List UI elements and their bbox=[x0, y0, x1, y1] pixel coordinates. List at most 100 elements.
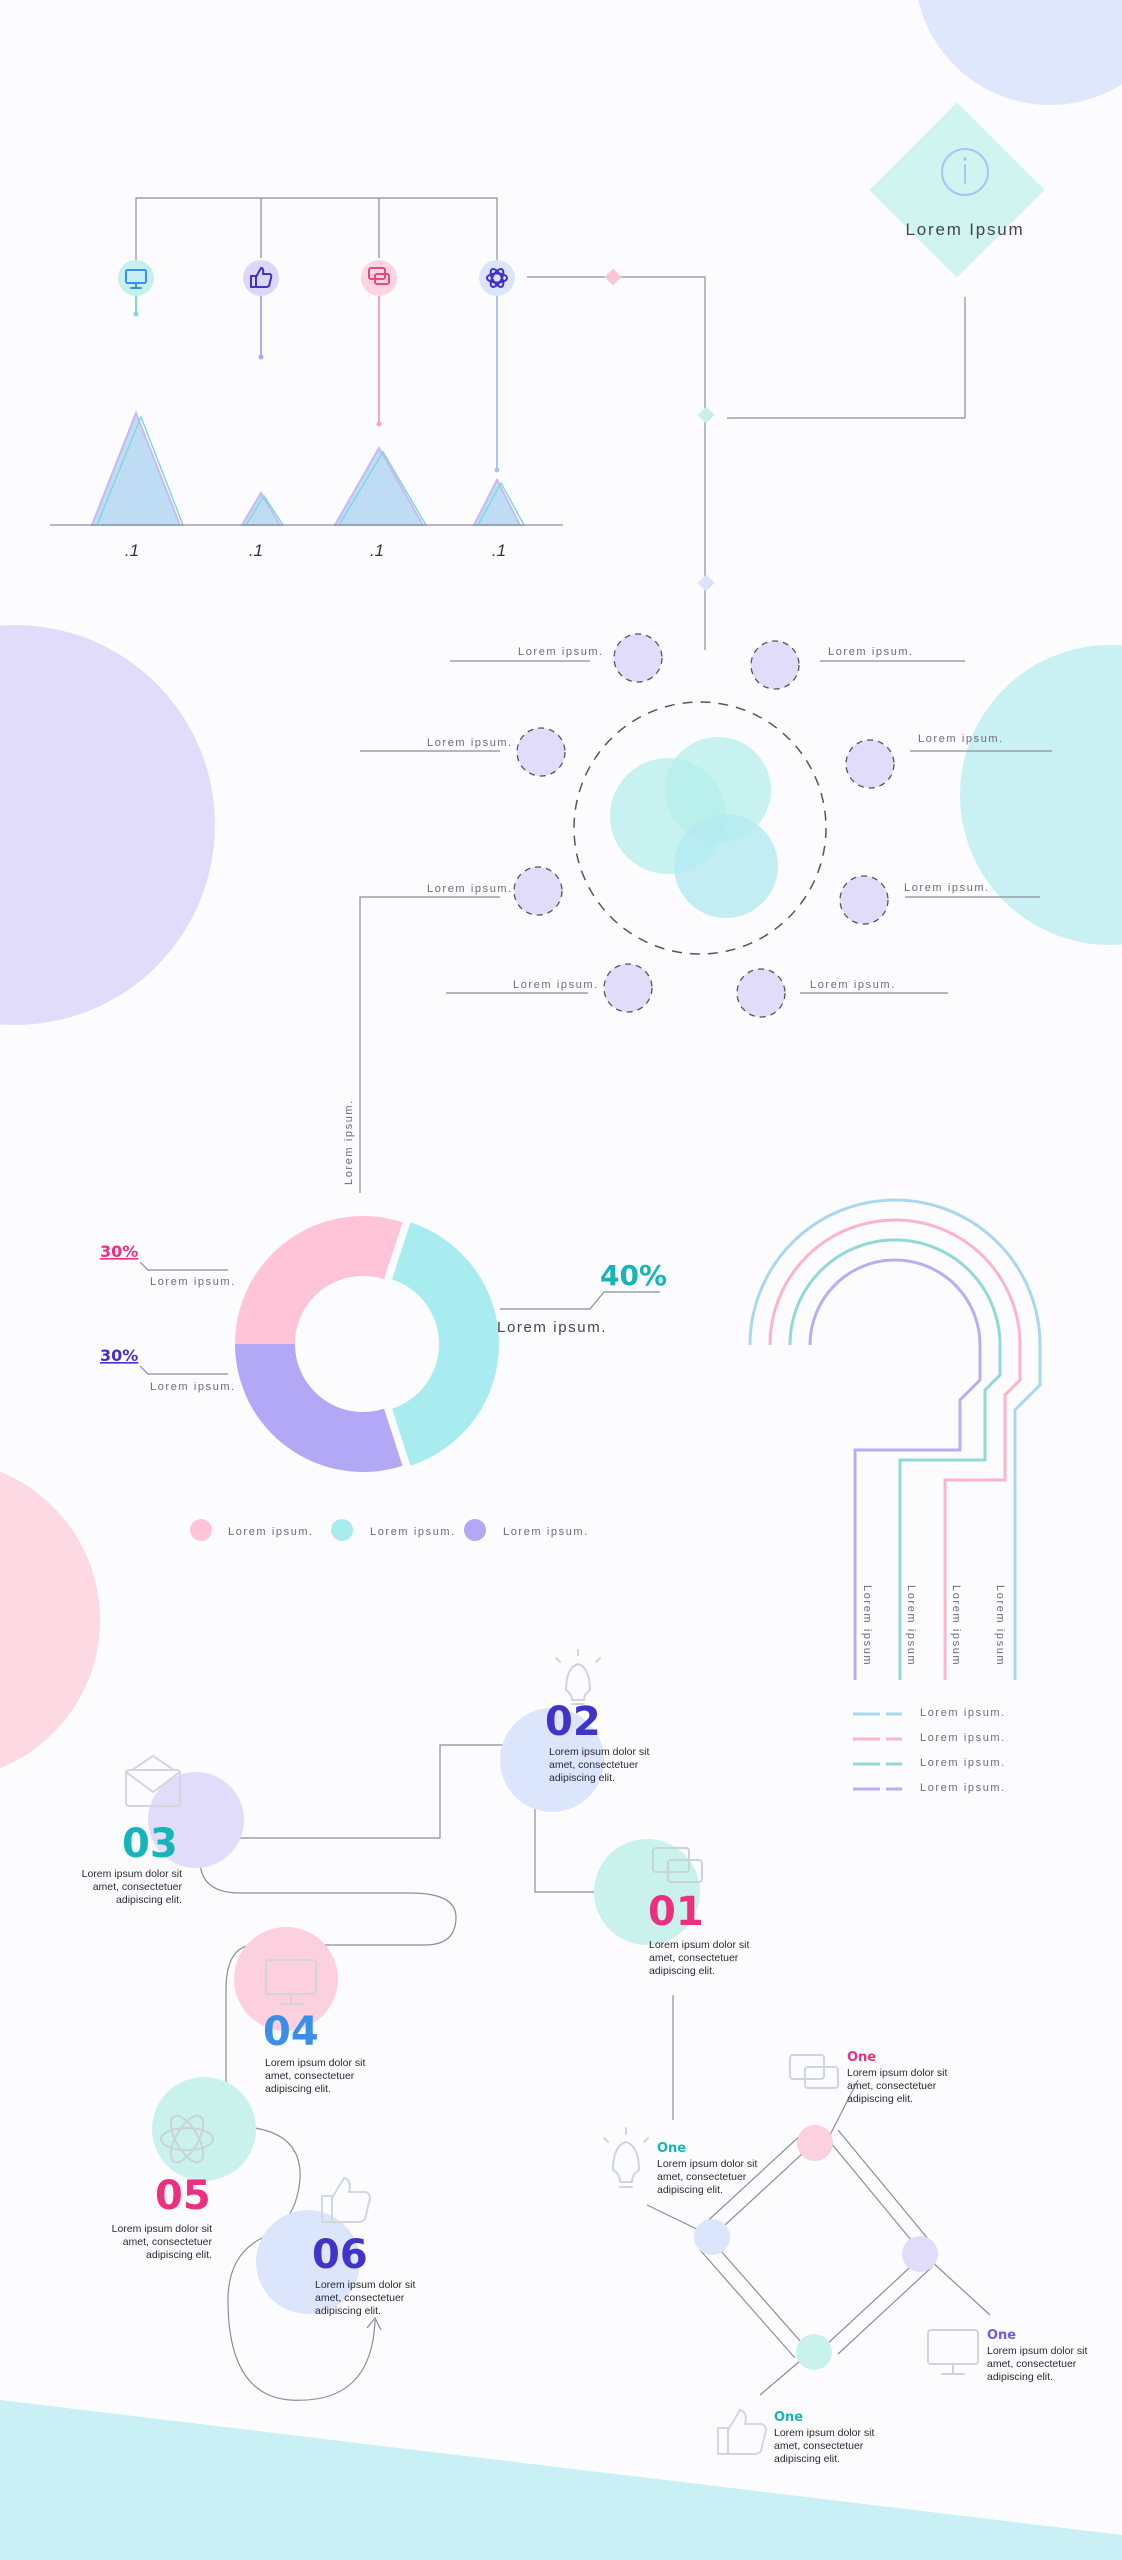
item-text: amet, consectetuer bbox=[847, 2080, 937, 2092]
step-text: amet, consectetuer bbox=[649, 1952, 739, 1964]
item-text: adipiscing elit. bbox=[774, 2453, 840, 2465]
tick-label: .1 bbox=[492, 541, 506, 560]
bg-band-teal bbox=[0, 2400, 1122, 2560]
ring-node bbox=[845, 739, 895, 789]
step-text: amet, consectetuer bbox=[315, 2292, 405, 2304]
diamond-node bbox=[797, 2125, 833, 2161]
step-bubble bbox=[594, 1839, 700, 1945]
vertical-label: Lorem ipsum. bbox=[343, 1099, 355, 1185]
atom-icon bbox=[160, 2114, 214, 2164]
info-diamond-title: Lorem Ipsum bbox=[905, 220, 1024, 239]
item-title: One bbox=[987, 2328, 1016, 2343]
connector-line bbox=[727, 297, 966, 419]
donut-slice-label: Lorem ipsum. bbox=[150, 1381, 236, 1393]
donut-slice-label: Lorem ipsum. bbox=[150, 1276, 236, 1288]
item-text: adipiscing elit. bbox=[987, 2371, 1053, 2383]
arch-teal bbox=[788, 1238, 1002, 1680]
step-bubble bbox=[256, 2210, 360, 2314]
step-text: adipiscing elit. bbox=[265, 2083, 331, 2095]
ring-node bbox=[613, 633, 663, 683]
process-path bbox=[160, 1744, 620, 1893]
connector-node-teal bbox=[697, 406, 715, 424]
item-text: adipiscing elit. bbox=[657, 2184, 723, 2196]
ring-label: Lorem ipsum. bbox=[828, 646, 914, 658]
arch-pink bbox=[768, 1218, 1022, 1680]
ring-label: Lorem ipsum. bbox=[810, 979, 896, 991]
diamond-node bbox=[694, 2219, 730, 2255]
ring-node bbox=[516, 727, 566, 777]
atom-icon bbox=[479, 260, 515, 296]
legend-swatch bbox=[331, 1519, 353, 1541]
thumbs-up-icon bbox=[321, 2177, 371, 2223]
tick-label: .1 bbox=[370, 541, 384, 560]
item-text: Lorem ipsum dolor sit bbox=[987, 2345, 1087, 2357]
tick-label: .1 bbox=[125, 541, 139, 560]
legend-label: Lorem ipsum. bbox=[920, 1757, 1006, 1769]
item-title: One bbox=[657, 2141, 686, 2156]
ring-dashed-circle bbox=[573, 701, 827, 955]
step-text: adipiscing elit. bbox=[649, 1965, 715, 1977]
step-text: Lorem ipsum dolor sit bbox=[649, 1939, 749, 1951]
ring-label: Lorem ipsum. bbox=[904, 882, 990, 894]
ring-node bbox=[750, 640, 800, 690]
donut-slice-label: Lorem ipsum. bbox=[497, 1319, 607, 1336]
diamond-network: One Lorem ipsum dolor sit amet, consecte… bbox=[603, 1995, 1087, 2465]
legend-label: Lorem ipsum. bbox=[503, 1526, 589, 1538]
item-text: amet, consectetuer bbox=[987, 2358, 1077, 2370]
item-text: Lorem ipsum dolor sit bbox=[774, 2427, 874, 2439]
ring-label: Lorem ipsum. bbox=[427, 737, 513, 749]
donut-slice bbox=[392, 1222, 499, 1466]
item-title: One bbox=[774, 2410, 803, 2425]
step-bubble bbox=[500, 1708, 604, 1812]
ring-label: Lorem ipsum. bbox=[513, 979, 599, 991]
connector-node-blue bbox=[697, 574, 715, 592]
bg-blob-pink bbox=[0, 1471, 100, 1769]
step-text: Lorem ipsum dolor sit bbox=[265, 2057, 365, 2069]
ring-node bbox=[603, 963, 653, 1013]
chart-triangle bbox=[240, 491, 282, 526]
ring-diagram: Lorem ipsum. Lorem ipsum. Lorem ipsum. L… bbox=[343, 633, 1052, 1193]
step-bubble bbox=[152, 2077, 256, 2181]
info-icon bbox=[941, 148, 989, 196]
donut-slices bbox=[235, 1216, 499, 1472]
step-text: amet, consectetuer bbox=[93, 1881, 183, 1893]
legend-label: Lorem ipsum. bbox=[920, 1707, 1006, 1719]
step-text: Lorem ipsum dolor sit bbox=[549, 1746, 649, 1758]
donut-slice bbox=[235, 1344, 403, 1472]
donut-chart: 30% Lorem ipsum. 30% Lorem ipsum. 40% Lo… bbox=[100, 1216, 667, 1541]
arch-label: Lorem ipsum bbox=[861, 1585, 873, 1666]
info-diamond-shape bbox=[869, 102, 1045, 278]
step-bubble bbox=[234, 1927, 338, 2031]
arch-label: Lorem ipsum bbox=[950, 1585, 962, 1666]
connector-node-pink bbox=[604, 268, 622, 286]
item-text: amet, consectetuer bbox=[774, 2440, 864, 2452]
legend-label: Lorem ipsum. bbox=[920, 1732, 1006, 1744]
arch-label: Lorem ipsum bbox=[905, 1585, 917, 1666]
arch-diagram: Lorem ipsum Lorem ipsum Lorem ipsum Lore… bbox=[748, 1198, 1042, 1794]
step-number: 01 bbox=[648, 1889, 704, 1935]
item-text: Lorem ipsum dolor sit bbox=[657, 2158, 757, 2170]
ring-node bbox=[513, 866, 563, 916]
arch-legend: Lorem ipsum. Lorem ipsum. Lorem ipsum. L… bbox=[853, 1707, 1006, 1794]
diamond-node bbox=[902, 2236, 938, 2272]
step-text: adipiscing elit. bbox=[146, 2249, 212, 2261]
venn-circle bbox=[674, 814, 778, 918]
step-text: amet, consectetuer bbox=[549, 1759, 639, 1771]
arch-lavender bbox=[808, 1258, 982, 1680]
ring-label: Lorem ipsum. bbox=[427, 883, 513, 895]
bg-blob-lavender bbox=[0, 625, 215, 1025]
donut-percent-label: 30% bbox=[100, 1242, 138, 1261]
legend-label: Lorem ipsum. bbox=[228, 1526, 314, 1538]
step-number: 04 bbox=[263, 2009, 319, 2055]
step-text: Lorem ipsum dolor sit bbox=[112, 2223, 212, 2235]
chat-icon bbox=[789, 2054, 839, 2089]
chat-icon bbox=[361, 260, 397, 296]
thumbs-up-icon bbox=[243, 260, 279, 296]
process-steps: 02 Lorem ipsum dolor sit amet, consectet… bbox=[82, 1649, 749, 2401]
thumbs-up-icon bbox=[717, 2409, 767, 2455]
step-number: 02 bbox=[545, 1699, 601, 1745]
legend-swatch bbox=[190, 1519, 212, 1541]
donut-slice bbox=[235, 1216, 403, 1344]
